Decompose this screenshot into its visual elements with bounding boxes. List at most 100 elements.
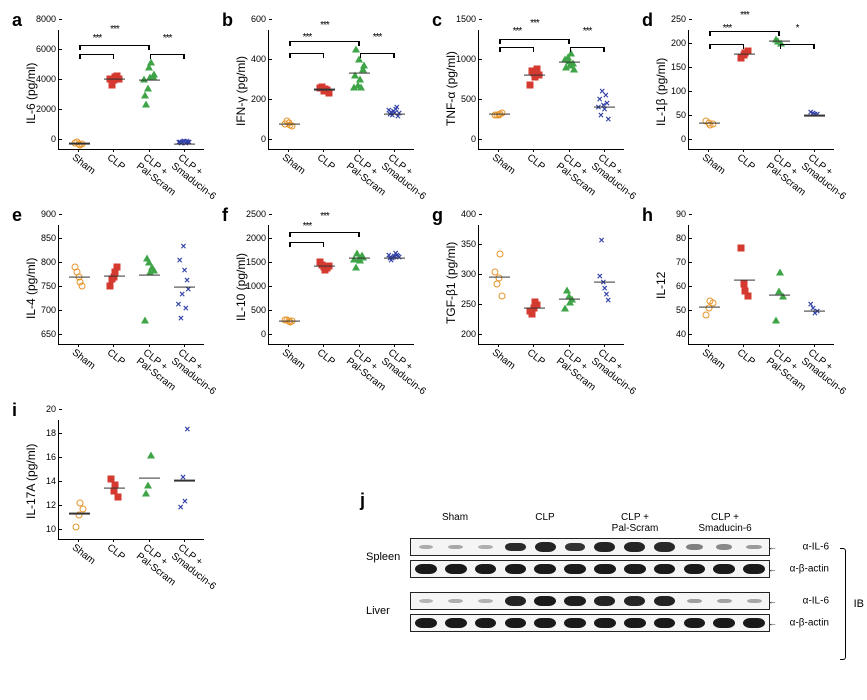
band [716, 544, 732, 549]
data-point [738, 245, 745, 252]
xtick: Sham [700, 149, 730, 177]
panel-letter-j: j [360, 490, 365, 511]
plot-area-h: 405060708090ShamCLPCLP +Pal-ScramCLP +Sm… [688, 225, 834, 345]
data-point [738, 54, 745, 61]
ytick: 500 [251, 305, 269, 315]
ytick: 850 [41, 233, 59, 243]
ylabel-g: TGF-β1 (pg/ml) [444, 242, 458, 324]
data-point [147, 59, 155, 66]
xtick: Sham [490, 344, 520, 372]
lane [620, 596, 650, 605]
ytick: 700 [41, 305, 59, 315]
mean-line [489, 276, 509, 277]
band [713, 618, 735, 628]
mean-line [174, 143, 194, 144]
band [475, 618, 497, 628]
band [654, 596, 675, 605]
ytick: 0 [51, 134, 59, 144]
mean-line [349, 258, 369, 259]
data-point: × [175, 302, 182, 309]
mean-line [384, 258, 404, 259]
lane [709, 564, 739, 574]
mean-line [559, 298, 579, 299]
panel-letter-a: a [12, 10, 22, 31]
significance-bracket [79, 54, 114, 58]
band [419, 599, 433, 602]
band [594, 564, 616, 574]
band [419, 545, 434, 549]
ytick: 800 [41, 257, 59, 267]
ytick: 0 [471, 134, 479, 144]
data-point: × [185, 288, 192, 295]
xtick: CLP +Smaducin-6 [169, 539, 227, 592]
lane [500, 543, 530, 552]
data-point: × [396, 256, 403, 263]
band [565, 543, 585, 552]
data-point [142, 490, 150, 497]
lane [500, 618, 530, 628]
band [686, 544, 703, 549]
data-point [561, 305, 569, 312]
mean-line [734, 279, 754, 280]
mean-line [104, 487, 124, 488]
ytick: 0 [261, 134, 269, 144]
xtick: CLP [315, 344, 340, 368]
data-point [142, 101, 150, 108]
mean-line [524, 75, 544, 76]
significance-label: *** [320, 20, 329, 31]
significance-bracket [150, 54, 185, 58]
band [747, 599, 762, 603]
panel-g: gTGF-β1 (pg/ml)200250300350400ShamCLPCLP… [428, 203, 638, 398]
band [684, 618, 706, 628]
band [448, 545, 463, 549]
band [624, 596, 645, 605]
significance-bracket [570, 47, 605, 51]
band [505, 564, 527, 574]
band [713, 564, 735, 574]
band [445, 618, 467, 628]
panel-d: dIL-1β (pg/ml)050100150200250ShamCLPCLP … [638, 8, 848, 203]
band [654, 564, 676, 574]
data-point: × [184, 428, 191, 435]
xtick: Sham [490, 149, 520, 177]
blot-row: ←α-β-actin [410, 614, 770, 632]
lane [471, 599, 501, 602]
mean-line [699, 306, 719, 307]
ytick: 0 [681, 134, 689, 144]
mean-line [804, 115, 824, 116]
data-point [357, 84, 365, 91]
panel-b: bIFN-γ (pg/ml)0200400600ShamCLPCLP +Pal-… [218, 8, 428, 203]
ytick: 1500 [456, 14, 479, 24]
mean-line [559, 61, 579, 62]
data-point [79, 506, 86, 513]
ytick: 90 [676, 209, 689, 219]
data-point [143, 254, 151, 261]
mean-line [104, 79, 124, 80]
lane [471, 545, 501, 549]
xtick: CLP [735, 149, 760, 173]
mean-line [594, 106, 614, 107]
lane [650, 596, 680, 605]
ytick: 200 [671, 38, 689, 48]
significance-bracket [289, 53, 324, 57]
significance-bracket [499, 47, 534, 51]
mean-line [384, 113, 404, 114]
lane [530, 596, 560, 606]
ylabel-i: IL-17A (pg/ml) [24, 444, 38, 519]
band [654, 618, 676, 628]
xtick: CLP [525, 149, 550, 173]
mean-line [314, 266, 334, 267]
panel-i: iIL-17A (pg/ml)101214161820ShamCLPCLP +P… [8, 398, 218, 593]
mean-line [734, 54, 754, 55]
band [624, 542, 645, 551]
significance-bracket [709, 31, 779, 35]
lane [530, 618, 560, 628]
data-point [79, 141, 86, 148]
band [448, 599, 463, 603]
lane [441, 599, 471, 603]
ytick: 150 [671, 62, 689, 72]
mean-line [489, 114, 509, 115]
lane [709, 599, 739, 603]
mean-line [139, 274, 159, 275]
significance-bracket [709, 44, 744, 48]
